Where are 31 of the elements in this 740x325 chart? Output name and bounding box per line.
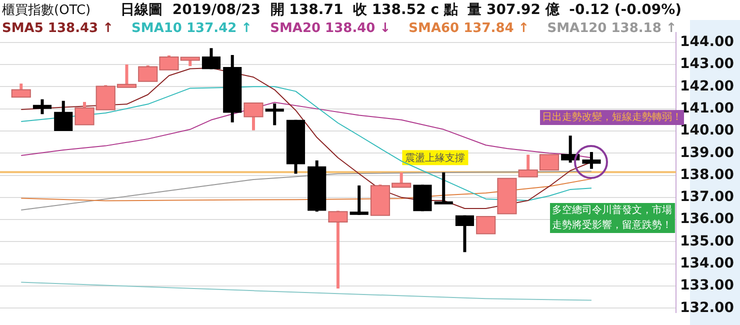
candlestick xyxy=(54,100,73,131)
candlestick xyxy=(582,152,601,169)
text: SMA10 137.42 ↑ xyxy=(132,21,252,36)
candlestick xyxy=(350,185,368,215)
text: SMA5 138.43 ↑ xyxy=(2,21,114,36)
text: SMA60 137.84 ↑ xyxy=(408,21,530,36)
chart-subtitle: 日線圖 2019/08/23 開 138.71 收 138.52 c 點 量 307.92 億 -0.12 (-0.09%) xyxy=(120,1,682,19)
annotation: 日出走勢改變，短線走勢轉弱！ xyxy=(540,110,684,125)
text: SMA120 138.18 ↑ xyxy=(547,21,677,36)
y-tick-label: 135.00 xyxy=(680,233,734,250)
y-tick-label: 138.00 xyxy=(680,166,734,183)
y-tick-label: 133.00 xyxy=(680,278,734,294)
y-tick-label: 144.00 xyxy=(680,34,734,50)
y-tick-label: 142.00 xyxy=(680,78,734,94)
y-tick-label: 137.00 xyxy=(680,189,734,206)
candlestick xyxy=(244,102,264,130)
y-tick-label: 143.00 xyxy=(680,56,734,72)
candlestick xyxy=(434,172,453,204)
y-tick-label: 136.00 xyxy=(680,211,734,228)
y-tick-label: 132.00 xyxy=(680,300,734,316)
y-tick-label: 139.00 xyxy=(680,144,734,161)
chart-title: 櫃買指數(OTC) xyxy=(2,2,91,19)
candlestick xyxy=(32,99,52,114)
candlestick xyxy=(265,104,284,126)
ref-line-label: 震盪上緣支撐 xyxy=(405,152,466,164)
annotation: 多空總司令川普發文，市場走勢將受影響，留意跌勢！ xyxy=(550,203,675,233)
candlestick xyxy=(455,215,474,252)
text: SMA20 138.40 ↓ xyxy=(270,21,391,36)
candlestick xyxy=(202,48,221,70)
y-tick-label: 134.00 xyxy=(680,256,734,272)
y-tick-label: 140.00 xyxy=(680,122,734,139)
